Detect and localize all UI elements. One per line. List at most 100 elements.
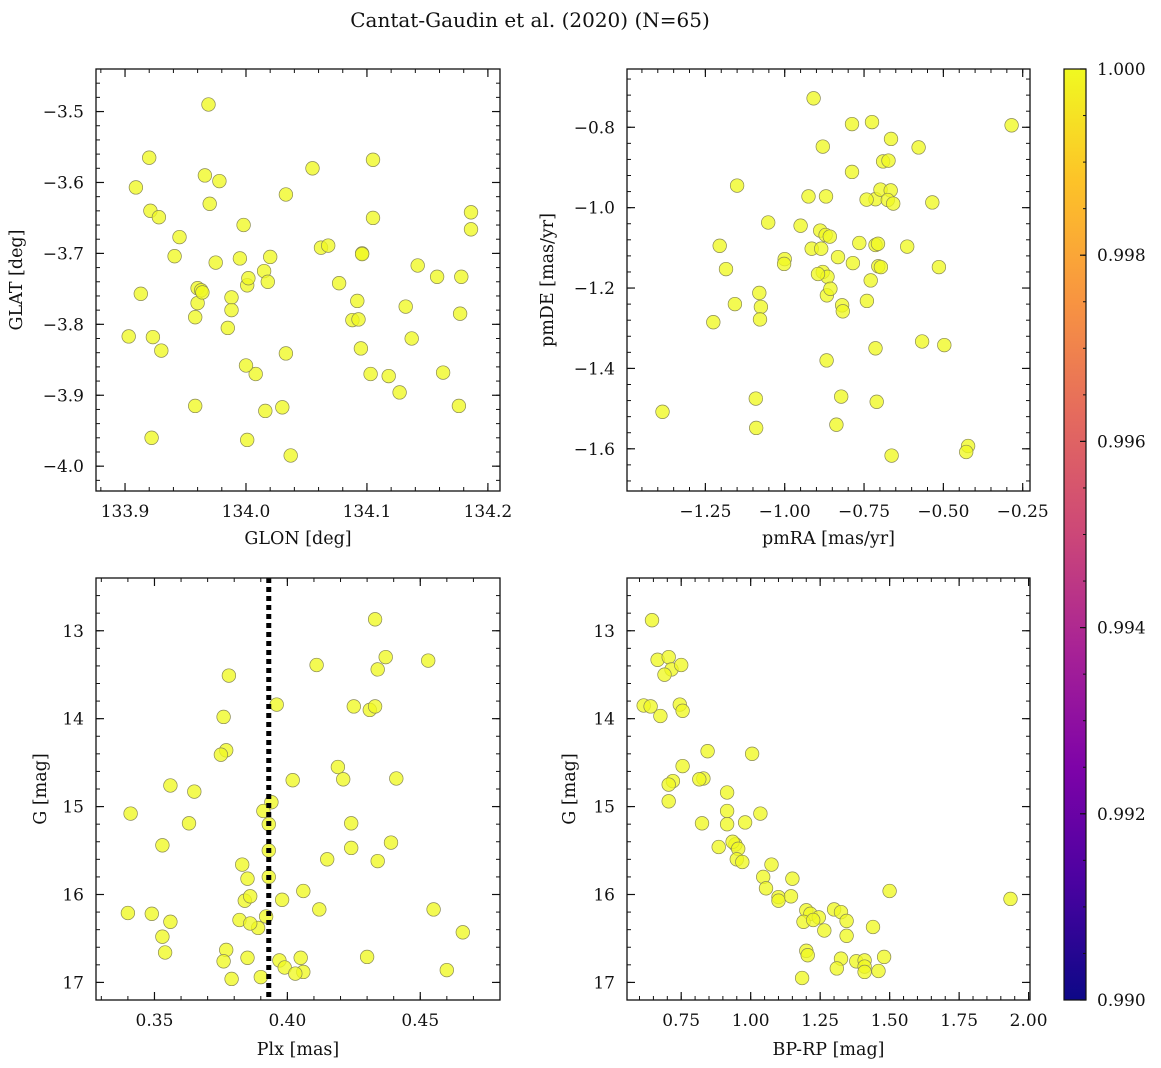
scatter-point: [293, 950, 308, 965]
scatter-point: [404, 331, 419, 346]
scatter-point: [865, 919, 881, 935]
scatter-point: [365, 152, 381, 167]
scatter-point: [806, 912, 821, 928]
scatter-point: [240, 871, 255, 886]
scatter-points: [655, 91, 1019, 463]
y-tick-label: −1.2: [574, 279, 615, 299]
scatter-point: [661, 794, 676, 809]
ticks: −1.25 −1.00 −0.75 −0.50 −0.25 −0.8 −1.0 −1.2 −1.…: [574, 69, 1049, 522]
scatter-point: [463, 205, 479, 220]
y-tick-label: 15: [593, 798, 615, 818]
x-tick-label: −1.00: [759, 502, 811, 522]
scatter-point: [224, 290, 239, 305]
scatter-point: [749, 420, 764, 436]
scatter-point: [711, 839, 726, 855]
scatter-point: [810, 266, 826, 282]
scatter-point: [771, 893, 786, 908]
scatter-point: [883, 131, 899, 147]
scatter-points: [121, 97, 479, 463]
scatter-point: [283, 448, 298, 463]
scatter-point: [829, 961, 844, 976]
scatter-point: [213, 747, 229, 762]
y-tick-label: −0.8: [574, 118, 615, 138]
scatter-point: [653, 708, 668, 724]
scatter-point: [410, 258, 425, 273]
scatter-point: [221, 668, 237, 683]
scatter-point: [260, 274, 275, 289]
scatter-point: [959, 444, 974, 460]
scatter-point: [863, 273, 878, 288]
scatter-point: [224, 302, 239, 318]
colorbar-gradient: [1063, 68, 1087, 1001]
scatter-point: [243, 916, 258, 931]
scatter-point: [172, 229, 187, 245]
colorbar-tick-label: 0.998: [1097, 246, 1146, 266]
scatter-point: [835, 304, 850, 319]
scatter-point: [744, 746, 760, 761]
colorbar-tick-label: 0.992: [1097, 805, 1146, 825]
scatter-point: [120, 905, 136, 921]
scatter-points: [636, 613, 1018, 986]
x-tick-label: 0.35: [136, 1011, 174, 1031]
scatter-point: [692, 772, 707, 787]
scatter-point: [735, 854, 750, 870]
scatter-point: [925, 195, 940, 210]
y-axis-label: G [mag]: [560, 753, 580, 824]
scatter-point: [700, 744, 715, 759]
scatter-point: [937, 337, 952, 353]
scatter-point: [643, 699, 658, 714]
x-axis-label: GLON [deg]: [244, 529, 351, 549]
scatter-point: [435, 365, 451, 380]
y-axis-label: G [mag]: [31, 753, 51, 824]
scatter-point: [248, 366, 263, 382]
y-tick-label: 17: [593, 973, 615, 993]
panel-bprp-g: 0.75 1.00 1.25 1.50 1.75 2.00 13 14 15 16 17 BP-RP …: [560, 577, 1048, 1060]
scatter-point: [822, 229, 837, 244]
scatter-point: [216, 709, 231, 725]
scatter-point: [881, 153, 896, 168]
x-tick-label: 2.00: [1010, 1011, 1048, 1031]
x-axis-label: BP-RP [mag]: [773, 1040, 885, 1060]
panel-pmra-pmde: −1.25 −1.00 −0.75 −0.50 −0.25 −0.8 −1.0 −1.2 −1.…: [538, 68, 1049, 549]
panel-plx-g: 0.35 0.40 0.45 13 14 15 16 17 Plx [mas] G [mag]: [31, 577, 501, 1060]
scatter-point: [123, 806, 138, 821]
axes-frame: [95, 68, 501, 492]
scatter-point: [752, 312, 768, 327]
colorbar-tick-label: 0.996: [1097, 432, 1146, 452]
scatter-point: [133, 286, 148, 301]
scatter-point: [157, 945, 173, 960]
x-tick-label: 0.75: [662, 1011, 700, 1031]
scatter-point: [868, 341, 883, 356]
scatter-point: [1004, 118, 1019, 133]
ticks: 133.9 134.0 134.1 134.2 −3.5 −3.6 −3.7 −3.8 −3.9…: [43, 68, 512, 522]
colorbar-tick-label: 0.990: [1097, 991, 1146, 1011]
scatter-point: [661, 777, 676, 792]
scatter-point: [163, 778, 178, 793]
scatter-point: [240, 950, 255, 965]
scatter-point: [370, 662, 385, 677]
scatter-point: [243, 889, 258, 904]
scatter-point: [195, 285, 210, 300]
scatter-point: [263, 249, 278, 265]
figure-title: Cantat-Gaudin et al. (2020) (N=65): [350, 8, 710, 32]
scatter-point: [845, 255, 861, 271]
y-tick-label: 13: [62, 622, 84, 642]
scatter-point: [212, 173, 227, 189]
scatter-point: [370, 853, 385, 869]
y-tick-label: −3.9: [43, 386, 84, 406]
scatter-point: [429, 269, 445, 284]
scatter-point: [439, 962, 454, 978]
x-tick-label: 1.00: [732, 1011, 770, 1031]
scatter-point: [719, 817, 735, 832]
scatter-point: [830, 249, 846, 265]
scatter-point: [258, 403, 273, 419]
scatter-point: [426, 902, 441, 917]
x-tick-label: 134.1: [343, 502, 392, 522]
scatter-point: [224, 971, 239, 987]
scatter-point: [706, 315, 721, 330]
scatter-point: [167, 249, 182, 264]
scatter-point: [823, 281, 838, 296]
scatter-point: [753, 806, 768, 821]
scatter-point: [657, 667, 672, 682]
scatter-point: [155, 838, 170, 853]
